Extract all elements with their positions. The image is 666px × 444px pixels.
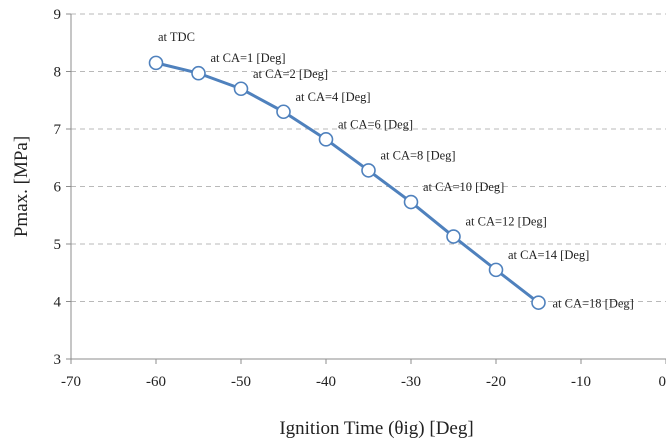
point-label: at CA=12 [Deg] — [466, 215, 547, 229]
point-label: at CA=6 [Deg] — [338, 117, 413, 131]
series — [148, 55, 546, 310]
point-label: at CA=4 [Deg] — [296, 90, 371, 104]
x-axis-title: Ignition Time (θig) [Deg] — [279, 418, 473, 439]
y-tick-label: 7 — [54, 122, 62, 138]
data-point — [191, 65, 206, 81]
y-tick-label: 3 — [54, 352, 62, 368]
y-tick-label: 4 — [54, 295, 62, 311]
data-point — [403, 194, 419, 210]
x-tick-label: -10 — [571, 374, 591, 390]
point-label: at TDC — [158, 30, 195, 44]
series-line — [155, 61, 540, 304]
x-tick-label: -40 — [316, 374, 336, 390]
point-label: at CA=8 [Deg] — [381, 148, 456, 162]
axes — [66, 13, 666, 364]
data-point — [276, 104, 291, 120]
y-tick-label: 6 — [54, 180, 62, 196]
y-tick-labels: 3 4 5 6 7 8 9 — [54, 7, 62, 368]
y-tick-label: 8 — [54, 65, 62, 81]
y-tick-label: 9 — [54, 7, 62, 23]
x-tick-label: -70 — [61, 374, 81, 390]
point-label: at CA=10 [Deg] — [423, 180, 504, 194]
y-axis-title: Pmax. [MPa] — [11, 136, 32, 237]
x-tick-label: -60 — [146, 374, 166, 390]
point-labels: at TDC at CA=1 [Deg] at CA=2 [Deg] at CA=4 … — [158, 30, 634, 311]
x-tick-labels: -70 -60 -50 -40 -30 -20 -10 0 — [61, 374, 666, 390]
point-label: at CA=18 [Deg] — [553, 297, 634, 311]
data-point — [318, 132, 334, 147]
data-point — [488, 262, 504, 278]
point-label: at CA=1 [Deg] — [211, 51, 286, 65]
data-point — [233, 81, 249, 97]
data-point — [531, 295, 546, 310]
point-label: at CA=14 [Deg] — [508, 248, 589, 262]
x-tick-label: -50 — [231, 374, 251, 390]
x-tick-label: 0 — [659, 374, 666, 390]
x-tick-label: -20 — [486, 374, 506, 390]
data-point — [361, 163, 376, 178]
data-point — [446, 229, 461, 244]
point-label: at CA=2 [Deg] — [253, 67, 328, 81]
y-tick-label: 5 — [54, 237, 62, 253]
x-tick-label: -30 — [401, 374, 421, 390]
data-point — [148, 55, 164, 71]
gridlines — [71, 13, 666, 302]
